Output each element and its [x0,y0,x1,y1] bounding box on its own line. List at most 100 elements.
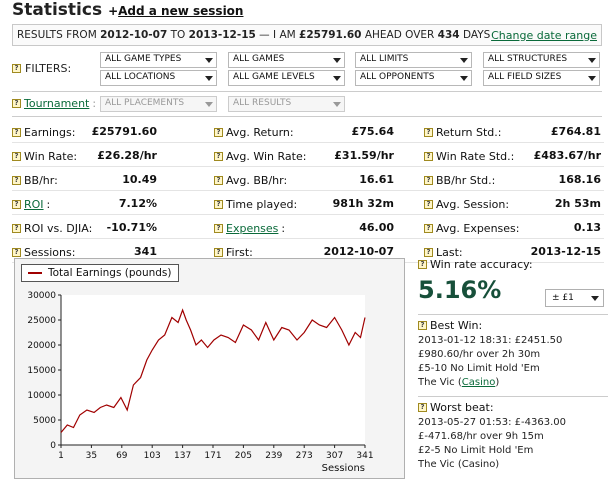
help-icon[interactable]: ? [214,223,223,233]
stat-label: ? Avg. BB/hr: [214,174,287,187]
stats-row: ? Earnings: £25791.60? Avg. Return: £75.64? R… [12,121,604,143]
worst-beat-line: 2013-05-27 01:53: £-4363.00 [418,417,566,428]
help-icon[interactable]: ? [424,199,433,209]
opponents-select[interactable]: ALL OPPONENTS [355,70,472,86]
stat-value: 2013-12-15 [530,245,601,258]
accuracy-unit-select[interactable]: ± £1 [545,289,604,307]
chevron-down-icon [588,58,596,63]
chart-canvas: 0 5000 10000 15000 20000 25000 30000 1 35 69 103 13… [27,291,373,474]
locations-select[interactable]: ALL LOCATIONS [100,70,217,86]
stat-label-text: Win Rate: [24,149,78,163]
help-icon[interactable]: ? [214,175,223,185]
help-icon[interactable]: ? [214,151,223,161]
stat-cell: ? ROI: 7.12% [12,193,157,215]
results-summary: RESULTS FROM 2012-10-07 TO 2013-12-15 — … [12,24,602,46]
stat-label: ? BB/hr Std.: [424,174,495,187]
x-tick-label: 1 [58,451,64,461]
results-amount: £25791.60 [299,29,362,41]
field-sizes-select[interactable]: ALL FIELD SIZES [483,70,600,86]
help-icon[interactable]: ? [12,99,21,108]
help-icon[interactable]: ? [424,151,433,161]
best-win-label: Best Win: [430,319,483,332]
stat-label-link[interactable]: ROI [24,197,44,211]
help-icon[interactable]: ? [12,223,21,233]
stat-label-text: Avg. BB/hr: [226,173,288,187]
help-icon[interactable]: ? [12,151,21,161]
filters-label-text: FILTERS: [25,62,72,75]
help-icon[interactable]: ? [418,260,427,269]
stat-label-text: Sessions: [24,245,76,259]
best-win-header: ? Best Win: [418,319,608,332]
select-value: ALL GAMES [233,54,285,64]
stat-value: 16.61 [359,173,394,186]
stat-label: ? Last: [424,246,463,259]
stat-cell: ? Avg. Expenses: 0.13 [424,217,601,239]
help-icon[interactable]: ? [424,247,433,257]
chevron-down-icon [588,76,596,81]
help-icon[interactable]: ? [12,199,21,209]
stat-label-link[interactable]: Expenses [226,221,279,235]
stat-value: £483.67/hr [533,149,601,162]
tournament-results-select[interactable]: ALL RESULTS [228,96,345,112]
help-icon[interactable]: ? [418,321,427,330]
stat-label-text: ROI vs. DJIA: [24,221,93,235]
y-tick-label: 20000 [27,341,56,351]
chart-legend: Total Earnings (pounds) [21,264,179,282]
stat-label-text: Return Std.: [436,125,502,139]
divider [12,91,602,92]
x-tick-label: 307 [326,451,343,461]
stat-value: 341 [134,245,157,258]
help-icon[interactable]: ? [12,247,21,257]
help-icon[interactable]: ? [214,247,223,257]
game-types-select[interactable]: ALL GAME TYPES [100,52,217,68]
worst-beat-label: Worst beat: [430,401,494,414]
results-days: 434 [437,29,460,41]
tournament-link[interactable]: Tournament [24,97,90,110]
x-tick-label: 35 [86,451,97,461]
stat-value: 7.12% [118,197,157,210]
placements-select[interactable]: ALL PLACEMENTS [100,96,217,112]
stats-row: ? ROI:7.12%? Time played: 981h 32m? Avg. Ses… [12,193,604,215]
stat-cell: ? ROI vs. DJIA: -10.71% [12,217,157,239]
results-ahead: AHEAD OVER [364,29,435,41]
chevron-down-icon [333,102,341,107]
game-levels-select[interactable]: ALL GAME LEVELS [228,70,345,86]
help-icon[interactable]: ? [12,127,21,137]
stat-label: ? Win Rate Std.: [424,150,514,163]
x-tick-label: 137 [174,451,191,461]
stat-label: ? BB/hr: [12,174,58,187]
help-icon[interactable]: ? [424,223,433,233]
help-icon[interactable]: ? [12,175,21,185]
chevron-down-icon [205,102,213,107]
accuracy-header: ? Win rate accuracy: [418,258,608,271]
venue-casino-link[interactable]: Casino [461,377,496,388]
help-icon[interactable]: ? [418,403,427,412]
help-icon[interactable]: ? [214,127,223,137]
stat-cell: ? Earnings: £25791.60 [12,121,157,143]
games-select[interactable]: ALL GAMES [228,52,345,68]
stat-value: £764.81 [550,125,601,138]
x-tick-label: 273 [296,451,313,461]
help-icon[interactable]: ? [424,127,433,137]
divider [12,116,602,117]
worst-beat-line: £2-5 No Limit Hold 'Em [418,445,534,456]
stat-cell: ? Return Std.: £764.81 [424,121,601,143]
limits-select[interactable]: ALL LIMITS [355,52,472,68]
help-icon[interactable]: ? [214,199,223,209]
stat-label: ? Avg. Return: [214,126,294,139]
stat-value: 981h 32m [332,197,394,210]
best-win-line: £980.60/hr over 2h 30m [418,349,541,360]
select-value: ALL GAME LEVELS [233,72,315,82]
help-icon[interactable]: ? [12,64,21,73]
change-date-range-link[interactable]: Change date range [491,28,597,42]
stat-label: ? Avg. Session: [424,198,509,211]
stat-value: 2012-10-07 [323,245,394,258]
add-plus: + [108,4,119,18]
legend-label: Total Earnings (pounds) [48,267,172,279]
structures-select[interactable]: ALL STRUCTURES [483,52,600,68]
stat-cell: ? Win Rate Std.: £483.67/hr [424,145,601,167]
y-tick-label: 25000 [27,316,56,326]
help-icon[interactable]: ? [424,175,433,185]
add-session-link[interactable]: +Add a new session [108,4,243,18]
stat-label: ? ROI vs. DJIA: [12,222,92,235]
